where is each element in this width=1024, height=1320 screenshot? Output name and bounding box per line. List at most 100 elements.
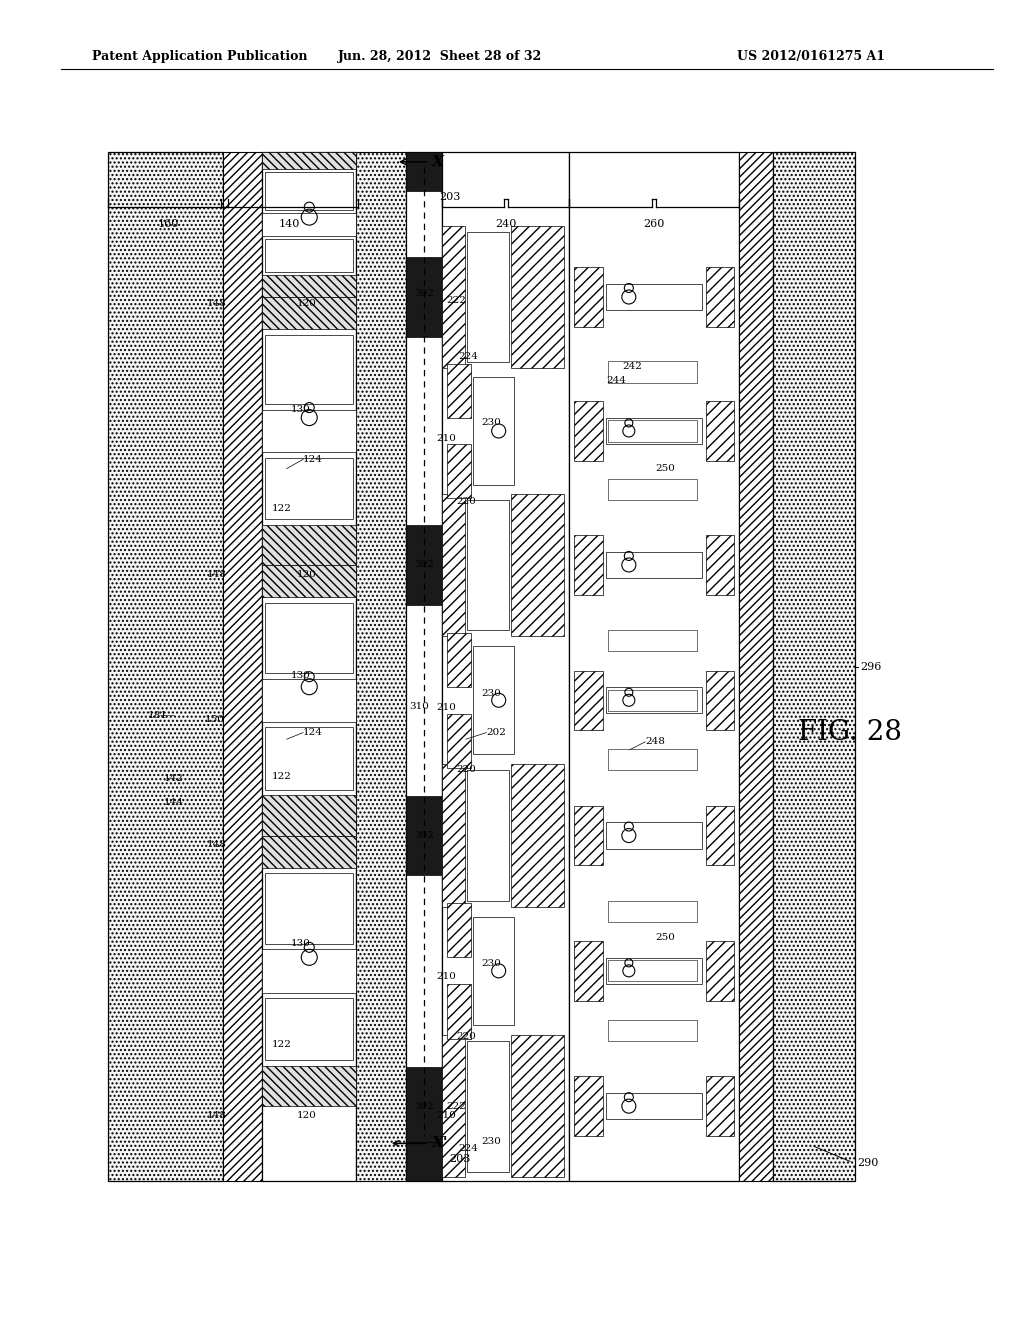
Text: 202: 202 bbox=[486, 729, 506, 737]
Bar bbox=[262, 276, 356, 297]
Text: 224: 224 bbox=[459, 1144, 478, 1152]
Text: 122: 122 bbox=[271, 1040, 291, 1048]
Text: 302: 302 bbox=[415, 832, 434, 840]
Text: 203: 203 bbox=[439, 191, 461, 202]
Text: 240: 240 bbox=[496, 219, 516, 228]
Text: 130: 130 bbox=[291, 940, 310, 948]
Bar bbox=[442, 1035, 465, 1177]
Bar bbox=[473, 916, 514, 1026]
Text: 148: 148 bbox=[207, 1111, 226, 1119]
Text: 130: 130 bbox=[291, 405, 310, 413]
Text: 310: 310 bbox=[410, 702, 429, 710]
Text: 290: 290 bbox=[857, 1159, 879, 1168]
Text: US 2012/0161275 A1: US 2012/0161275 A1 bbox=[737, 50, 886, 63]
Bar bbox=[447, 632, 471, 686]
Bar bbox=[265, 334, 353, 404]
Text: 302: 302 bbox=[415, 289, 434, 297]
Text: 142: 142 bbox=[164, 775, 183, 783]
Bar bbox=[706, 536, 734, 594]
Bar bbox=[262, 525, 356, 565]
Text: 296: 296 bbox=[860, 661, 882, 672]
Bar bbox=[574, 941, 603, 1001]
Bar bbox=[442, 764, 465, 907]
Text: 120: 120 bbox=[297, 1111, 316, 1119]
Bar bbox=[467, 771, 509, 900]
Bar bbox=[265, 874, 353, 944]
Text: 302: 302 bbox=[415, 561, 434, 569]
Text: 150: 150 bbox=[205, 715, 224, 723]
Text: 230: 230 bbox=[481, 960, 501, 968]
Bar bbox=[569, 152, 739, 1181]
Bar bbox=[262, 213, 356, 236]
Text: 222: 222 bbox=[446, 297, 466, 305]
Text: X': X' bbox=[432, 1137, 449, 1151]
Bar bbox=[262, 1065, 356, 1106]
Bar bbox=[406, 152, 442, 1181]
Bar bbox=[406, 257, 442, 337]
Text: 181: 181 bbox=[147, 711, 167, 719]
Bar bbox=[262, 152, 356, 1181]
Bar bbox=[706, 671, 734, 730]
Bar bbox=[442, 152, 569, 1181]
Text: 242: 242 bbox=[623, 363, 642, 371]
Text: 130: 130 bbox=[291, 672, 310, 680]
Text: 230: 230 bbox=[481, 418, 501, 426]
Text: 148: 148 bbox=[207, 841, 226, 849]
Bar bbox=[574, 267, 603, 327]
Text: 244: 244 bbox=[606, 376, 626, 384]
Text: 140: 140 bbox=[280, 219, 300, 228]
Bar bbox=[467, 1040, 509, 1172]
Bar bbox=[511, 1035, 564, 1177]
Bar bbox=[606, 822, 702, 849]
Text: X: X bbox=[432, 154, 443, 169]
Text: 210: 210 bbox=[436, 1111, 456, 1119]
Bar bbox=[574, 536, 603, 594]
Bar bbox=[265, 603, 353, 673]
Bar bbox=[265, 239, 353, 272]
Text: 220: 220 bbox=[457, 766, 476, 774]
Bar bbox=[442, 226, 465, 368]
Bar bbox=[262, 795, 356, 836]
Bar bbox=[406, 525, 442, 605]
Bar bbox=[356, 152, 406, 1181]
Bar bbox=[773, 152, 855, 1181]
Bar bbox=[262, 152, 356, 169]
Text: 210: 210 bbox=[436, 973, 456, 981]
Bar bbox=[608, 961, 697, 982]
Bar bbox=[262, 297, 356, 329]
Bar bbox=[608, 420, 697, 441]
Bar bbox=[467, 232, 509, 362]
Bar bbox=[406, 796, 442, 875]
Text: Patent Application Publication: Patent Application Publication bbox=[92, 50, 307, 63]
Bar bbox=[608, 900, 697, 921]
Bar bbox=[606, 686, 702, 713]
Text: Jun. 28, 2012  Sheet 28 of 32: Jun. 28, 2012 Sheet 28 of 32 bbox=[338, 50, 543, 63]
Bar bbox=[265, 172, 353, 210]
Text: 203: 203 bbox=[449, 1155, 470, 1164]
Bar bbox=[265, 727, 353, 789]
Bar bbox=[511, 764, 564, 907]
Text: 210: 210 bbox=[436, 704, 456, 711]
Bar bbox=[574, 401, 603, 461]
Bar bbox=[606, 552, 702, 578]
Text: 260: 260 bbox=[644, 219, 665, 228]
Bar bbox=[265, 998, 353, 1060]
Bar bbox=[108, 152, 223, 1181]
Text: 230: 230 bbox=[481, 689, 501, 697]
Bar bbox=[262, 949, 356, 993]
Text: 148: 148 bbox=[207, 300, 226, 308]
Bar bbox=[608, 479, 697, 500]
Bar bbox=[608, 362, 697, 383]
Text: 120: 120 bbox=[297, 570, 316, 578]
Bar bbox=[706, 267, 734, 327]
Bar bbox=[447, 714, 471, 768]
Bar bbox=[265, 458, 353, 519]
Bar bbox=[706, 805, 734, 866]
Bar bbox=[511, 494, 564, 636]
Bar bbox=[706, 941, 734, 1001]
Bar bbox=[406, 1142, 442, 1181]
Bar bbox=[511, 226, 564, 368]
Text: 124: 124 bbox=[303, 729, 323, 737]
Text: 122: 122 bbox=[271, 504, 291, 512]
Bar bbox=[473, 378, 514, 484]
